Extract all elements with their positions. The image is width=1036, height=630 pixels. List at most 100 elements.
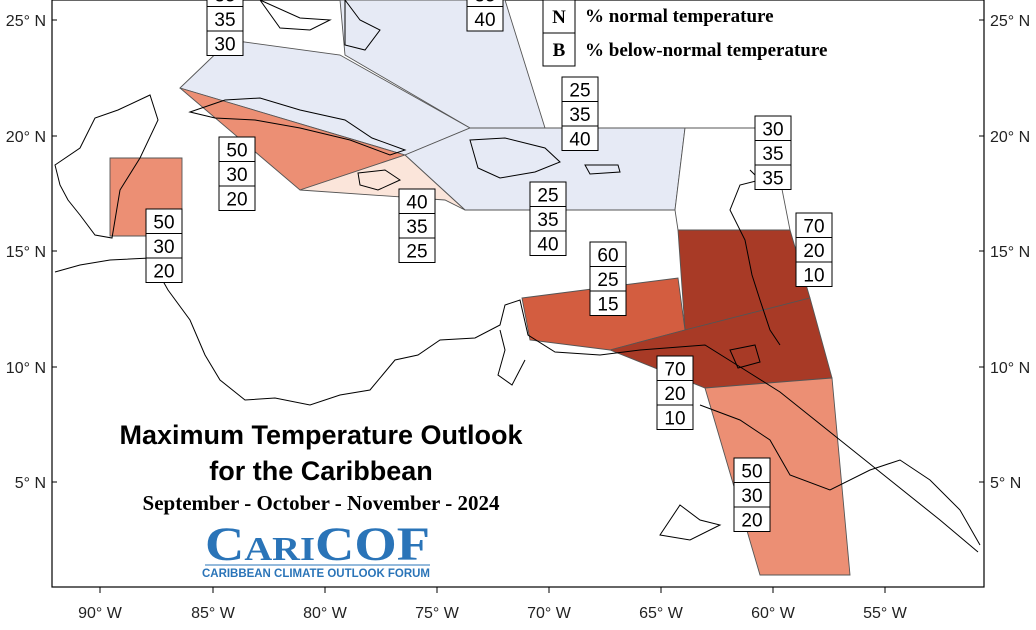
prob-value: 25 [537,186,558,207]
prob-box-windward-islands: 70 20 10 [795,212,833,287]
prob-value: 30 [214,35,235,56]
prob-cell [656,355,694,381]
prob-value: 35 [762,144,783,165]
lon-ticks [99,587,886,593]
prob-box-turks-caicos: 25 35 40 [561,76,599,151]
prob-value: 40 [474,10,495,31]
lat-label-right: 5° N [990,475,1021,492]
prob-cell [733,482,771,508]
lat-label-left: 5° N [15,475,46,492]
prob-cell [561,125,599,151]
prob-cell [754,164,792,190]
caricof-logo: C ARI COF CARIBBEAN CLIMATE OUTLOOK FORUM [202,518,430,580]
prob-value: 20 [153,262,174,283]
lat-ticks [52,19,984,483]
lon-label: 60° W [751,605,796,622]
longitude-labels: 90° W 85° W 80° W 75° W 70° W 65° W 60° … [78,605,908,622]
probability-boxes: 3535303540503020503020403525253540253540… [145,0,833,532]
prob-box-leeward-north: 30 35 35 [754,115,792,190]
prob-value: 20 [803,241,824,262]
prob-cell [795,261,833,287]
prob-cell [218,185,256,211]
prob-box-bahamas-west: 35 35 30 [206,0,244,56]
prob-cell [206,30,244,56]
lat-label-left: 20° N [6,129,46,146]
lon-label: 55° W [863,605,908,622]
logo-wordmark: C ARI COF [205,518,430,571]
prob-cell [398,188,436,214]
prob-box-abc-islands: 60 25 15 [589,241,627,316]
lon-label: 65° W [639,605,684,622]
legend-text-b: % below-normal temperature [585,40,827,61]
prob-value: 20 [226,190,247,211]
prob-box-belize: 50 30 20 [145,208,183,283]
prob-value: 30 [153,237,174,258]
latitude-labels-right: 25° N 20° N 15° N 10° N 5° N [990,13,1030,492]
prob-cell [733,457,771,483]
prob-value: 35 [474,0,495,7]
prob-box-guianas: 50 30 20 [733,457,771,532]
prob-value: 50 [741,462,762,483]
lon-label: 80° W [303,605,348,622]
prob-cell [561,76,599,102]
legend: N % normal temperature B % below-normal … [542,0,827,67]
coastlines [54,0,981,553]
season-subtitle: September - October - November - 2024 [143,491,500,515]
prob-cell [218,161,256,187]
prob-value: 35 [214,0,235,7]
prob-cell [145,257,183,283]
lat-label-right: 25° N [990,13,1030,30]
prob-cell [529,230,567,256]
prob-value: 35 [537,210,558,231]
lon-label: 70° W [527,605,572,622]
lon-label: 85° W [191,605,236,622]
prob-value: 40 [569,130,590,151]
prob-box-jamaica: 40 35 25 [398,188,436,263]
prob-cell [795,212,833,238]
prob-cell [145,208,183,234]
logo-subtitle: CARIBBEAN CLIMATE OUTLOOK FORUM [202,568,430,580]
legend-text-n: % normal temperature [585,6,774,27]
prob-value: 20 [741,511,762,532]
prob-cell [206,6,244,32]
prob-box-cuba-west: 50 30 20 [218,136,256,211]
prob-value: 35 [569,105,590,126]
prob-value: 50 [226,141,247,162]
prob-box-trinidad: 70 20 10 [656,355,694,430]
legend-letter-n: N [552,7,566,28]
legend-letter-b: B [553,40,566,61]
prob-cell [656,404,694,430]
prob-value: 30 [226,165,247,186]
prob-value: 35 [214,10,235,31]
prob-value: 35 [406,217,427,238]
map-title-line2: for the Caribbean [209,456,433,486]
prob-value: 40 [537,235,558,256]
prob-cell [398,237,436,263]
lat-label-left: 25° N [6,13,46,30]
prob-value: 15 [597,295,618,316]
latitude-labels-left: 25° N 20° N 15° N 10° N 5° N [6,13,46,492]
lat-label-left: 15° N [6,244,46,261]
prob-value: 30 [741,486,762,507]
prob-value: 70 [664,360,685,381]
prob-value: 20 [664,384,685,405]
prob-value: 10 [664,409,685,430]
prob-cell [589,266,627,292]
prob-cell [145,233,183,259]
lon-label: 75° W [415,605,460,622]
prob-box-hispaniola: 25 35 40 [529,181,567,256]
map-title-line1: Maximum Temperature Outlook [119,420,523,450]
prob-cell [218,136,256,162]
prob-value: 40 [406,193,427,214]
prob-cell [589,290,627,316]
lat-label-right: 20° N [990,129,1030,146]
legend-key-b [542,32,576,67]
prob-value: 60 [597,246,618,267]
legend-key-n [542,0,576,34]
prob-value: 30 [762,120,783,141]
lat-label-right: 10° N [990,360,1030,377]
lon-label: 90° W [78,605,123,622]
prob-cell [466,6,504,32]
